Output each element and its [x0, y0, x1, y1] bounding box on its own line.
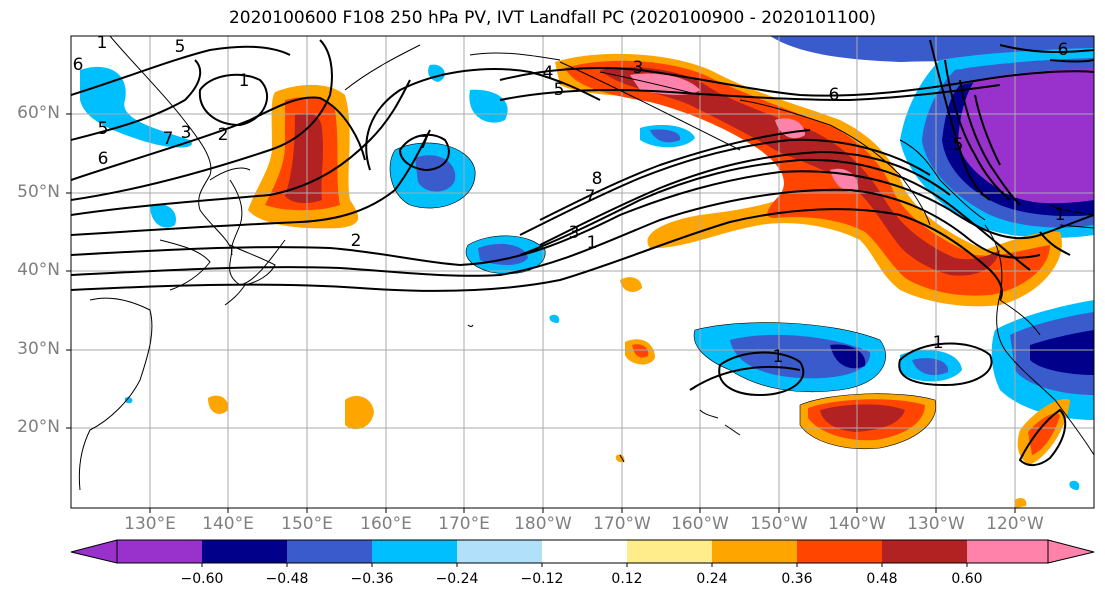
negative-anomaly-region [124, 397, 133, 404]
colorbar-segment [457, 540, 542, 563]
negative-anomaly-region [150, 203, 176, 228]
positive-anomaly-region [600, 67, 1000, 276]
negative-anomaly-region [650, 129, 681, 143]
colorbar-tick-label: −0.36 [350, 571, 394, 587]
contour-label: 1 [97, 33, 108, 53]
lat-label: 30°N [17, 339, 60, 359]
contour-labels: 1 5 6 5 7 3 2 1 6 4 5 3 7 8 7 2 3 1 1 1 … [73, 33, 1069, 367]
colorbar-tick-label: 0.36 [781, 571, 813, 587]
map-title: 2020100600 F108 250 hPa PV, IVT Landfall… [228, 8, 876, 28]
map-plot-area: 1 5 6 5 7 3 2 1 6 4 5 3 7 8 7 2 3 1 1 1 … [71, 33, 1094, 508]
colorbar-segment [967, 540, 1052, 563]
negative-anomaly-region [80, 66, 192, 148]
contour-label: 3 [569, 223, 580, 243]
colorbar-segment [372, 540, 457, 563]
contour-label: 3 [181, 123, 192, 143]
negative-anomaly-region [549, 314, 560, 323]
lon-label: 150°W [750, 514, 808, 534]
anomaly-outlines [389, 142, 937, 450]
positive-anomaly-region [820, 404, 905, 432]
colorbar-segment [202, 540, 287, 563]
contour-label: 1 [933, 333, 944, 353]
lon-label: 130°W [907, 514, 965, 534]
negative-anomaly-region [1030, 330, 1094, 375]
contour-label: 6 [1058, 40, 1069, 60]
lon-label: 140°W [828, 514, 886, 534]
lon-label: 130°E [124, 514, 176, 534]
contour-label: 6 [829, 85, 840, 105]
positive-anomaly-region [1028, 413, 1060, 455]
colorbar-tick-label: −0.24 [435, 571, 479, 587]
lon-label: 120°W [986, 514, 1044, 534]
contour-label: 6 [73, 55, 84, 75]
lon-label: 150°E [281, 514, 333, 534]
contour-label: 7 [419, 133, 430, 153]
colorbar-segment [882, 540, 967, 563]
colorbar-max-extension [1047, 539, 1095, 564]
contour-label: 1 [773, 347, 784, 367]
colorbar-segment [287, 540, 372, 563]
lat-label: 40°N [17, 260, 60, 280]
negative-anomaly-region [912, 358, 949, 376]
contour-label: 1 [587, 233, 598, 253]
contour-label: 3 [633, 58, 644, 78]
positive-anomaly-region [630, 73, 700, 95]
lon-label: 160°W [671, 514, 729, 534]
positive-anomaly-region [1015, 498, 1027, 508]
lon-label: 170°W [593, 514, 651, 534]
colorbar-segment [542, 540, 627, 563]
contour-label: 6 [98, 149, 109, 169]
colorbar-segment [627, 540, 712, 563]
contour-label: 8 [592, 169, 603, 189]
map-frame [70, 35, 1095, 509]
lat-label: 50°N [17, 182, 60, 202]
colorbar-tick-label: 0.48 [866, 571, 898, 587]
lon-label: 160°E [360, 514, 412, 534]
lon-label: 140°E [202, 514, 254, 534]
contour-label: 7 [163, 129, 174, 149]
colorbar-segment [797, 540, 882, 563]
positive-anomaly-region [345, 396, 374, 430]
colorbar-tick-label: 0.24 [696, 571, 728, 587]
colorbar-min-extension [70, 539, 118, 564]
lon-ticks [149, 508, 1016, 513]
positive-anomaly-region [775, 118, 805, 139]
colorbar-tick-label: 0.12 [611, 571, 643, 587]
negative-anomaly-region [1069, 480, 1080, 490]
colorbar-tick-label: −0.60 [180, 571, 224, 587]
contour-label: 2 [218, 125, 229, 145]
positive-anomaly-region [565, 60, 1050, 296]
contour-label: 7 [585, 187, 596, 207]
contour-label: 2 [351, 231, 362, 251]
positive-anomaly-region [620, 277, 642, 292]
lat-label: 20°N [17, 417, 60, 437]
positive-anomaly-region [208, 395, 229, 414]
lon-label: 180°W [514, 514, 572, 534]
colorbar-segment [117, 540, 202, 563]
colorbar-tick-label: −0.48 [265, 571, 309, 587]
contour-label: 5 [554, 80, 565, 100]
positive-anomaly-region [632, 344, 649, 358]
contour-label: 5 [953, 135, 964, 155]
colorbar-tick-label: −0.12 [520, 571, 564, 587]
lat-ticks [66, 113, 71, 429]
lat-label: 60°N [17, 103, 60, 123]
colorbar-segment [712, 540, 797, 563]
contour-label: 4 [543, 63, 554, 83]
shaded-field [80, 36, 1094, 508]
colorbar-tick-label: 0.60 [951, 571, 983, 587]
contour-label: 5 [98, 119, 109, 139]
colorbar [70, 539, 1095, 567]
contour-label: 1 [239, 71, 250, 91]
negative-anomaly-region [478, 243, 528, 265]
contour-label: 5 [175, 37, 186, 57]
contour-label: 1 [1055, 205, 1066, 225]
pv-contours [71, 39, 1094, 466]
negative-anomaly-region [415, 155, 456, 192]
lon-label: 170°E [438, 514, 490, 534]
